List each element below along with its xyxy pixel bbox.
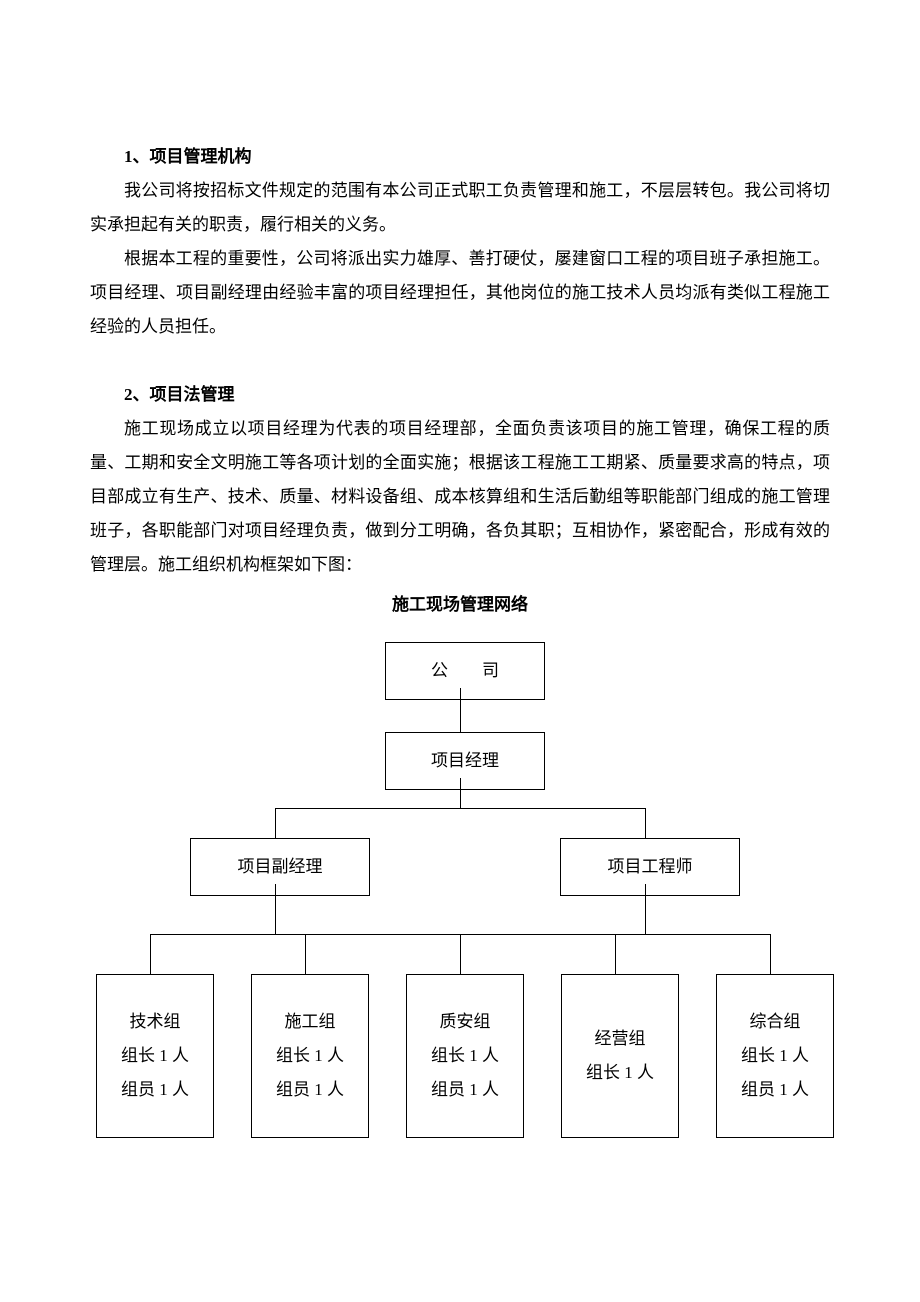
- connector: [770, 934, 771, 974]
- connector: [645, 884, 646, 934]
- connector: [460, 778, 461, 808]
- section1-para1: 我公司将按招标文件规定的范围有本公司正式职工负责管理和施工，不层层转包。我公司将…: [90, 174, 830, 242]
- node-general-group: 综合组 组长 1 人 组员 1 人: [716, 974, 834, 1138]
- node-pm: 项目经理: [385, 732, 545, 790]
- org-chart: 公 司 项目经理 项目副经理 项目工程师 技术组 组长 1: [90, 642, 830, 1172]
- node-line: 组长 1 人: [276, 1039, 344, 1073]
- node-business-group: 经营组 组长 1 人: [561, 974, 679, 1138]
- node-line: 组长 1 人: [431, 1039, 499, 1073]
- node-company: 公 司: [385, 642, 545, 700]
- section1-heading: 1、项目管理机构: [90, 140, 830, 174]
- node-engineer: 项目工程师: [560, 838, 740, 896]
- node-label: 公 司: [431, 654, 499, 688]
- connector: [150, 934, 151, 974]
- node-line: 组员 1 人: [431, 1073, 499, 1107]
- section1-para2: 根据本工程的重要性，公司将派出实力雄厚、善打硬仗，屡建窗口工程的项目班子承担施工…: [90, 242, 830, 344]
- connector: [460, 688, 461, 732]
- connector: [275, 808, 645, 809]
- node-line: 组长 1 人: [121, 1039, 189, 1073]
- node-construction-group: 施工组 组长 1 人 组员 1 人: [251, 974, 369, 1138]
- node-line: 技术组: [130, 1005, 181, 1039]
- connector: [615, 934, 616, 974]
- section2-para1: 施工现场成立以项目经理为代表的项目经理部，全面负责该项目的施工管理，确保工程的质…: [90, 412, 830, 582]
- connector: [275, 808, 276, 838]
- chart-title: 施工现场管理网络: [90, 588, 830, 622]
- node-line: 质安组: [440, 1005, 491, 1039]
- node-line: 综合组: [750, 1005, 801, 1039]
- node-line: 施工组: [285, 1005, 336, 1039]
- connector: [460, 934, 461, 974]
- node-label: 项目副经理: [238, 850, 323, 884]
- section2-heading: 2、项目法管理: [90, 378, 830, 412]
- node-line: 组员 1 人: [121, 1073, 189, 1107]
- connector: [275, 884, 276, 934]
- connector: [305, 934, 306, 974]
- node-label: 项目工程师: [608, 850, 693, 884]
- node-line: 组长 1 人: [586, 1056, 654, 1090]
- node-quality-safety-group: 质安组 组长 1 人 组员 1 人: [406, 974, 524, 1138]
- node-line: 组员 1 人: [741, 1073, 809, 1107]
- node-line: 经营组: [595, 1022, 646, 1056]
- connector: [645, 808, 646, 838]
- node-label: 项目经理: [431, 744, 499, 778]
- node-line: 组长 1 人: [741, 1039, 809, 1073]
- node-deputy-pm: 项目副经理: [190, 838, 370, 896]
- node-line: 组员 1 人: [276, 1073, 344, 1107]
- node-tech-group: 技术组 组长 1 人 组员 1 人: [96, 974, 214, 1138]
